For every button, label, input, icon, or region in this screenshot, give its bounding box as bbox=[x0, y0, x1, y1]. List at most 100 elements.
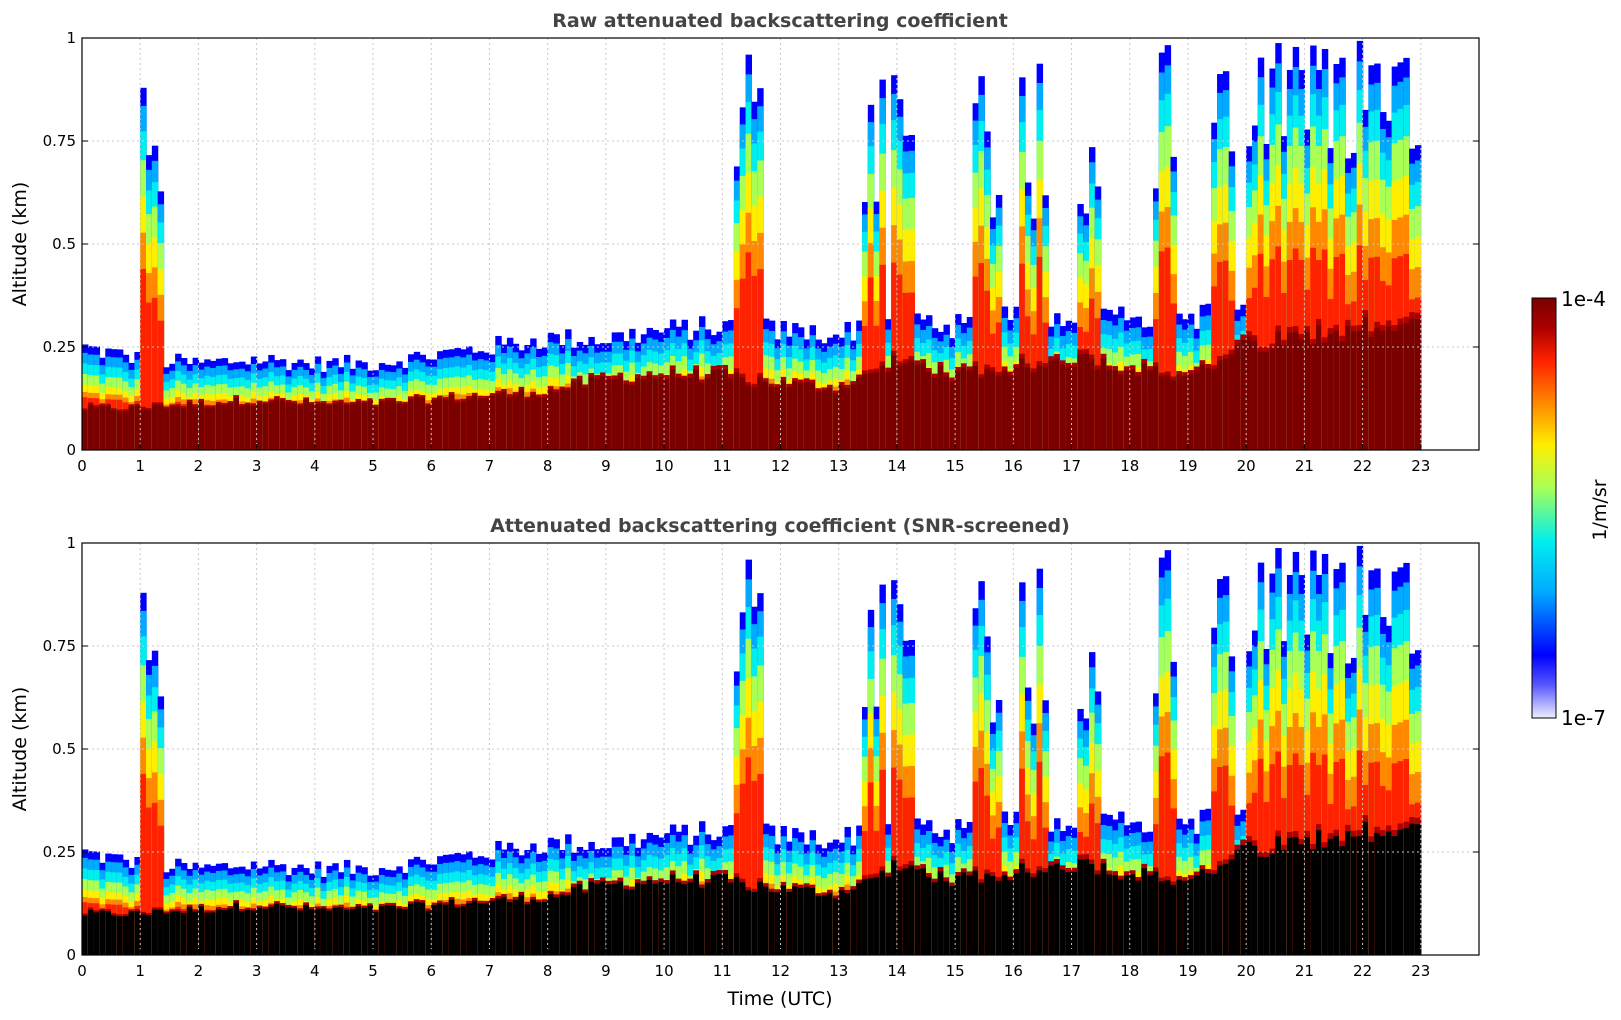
heatmap-cell bbox=[262, 908, 269, 955]
heatmap-cell bbox=[338, 907, 345, 955]
x-tick-labels-raw: 0 1 2 3 4 5 6 7 8 9 10 11 12 13 14 15 16 17 18 19 20 21 22 23 bbox=[77, 444, 1430, 475]
heatmap-cell bbox=[547, 894, 555, 955]
heatmap-cell bbox=[594, 883, 601, 955]
heatmap-cell bbox=[1263, 856, 1271, 955]
heatmap-cell bbox=[955, 370, 962, 450]
x-tick-label: 10 bbox=[655, 457, 674, 475]
x-tick-label: 22 bbox=[1353, 962, 1372, 980]
x-tick-label: 10 bbox=[655, 962, 674, 980]
heatmap-cell bbox=[1071, 871, 1078, 955]
heatmap-cell bbox=[1019, 863, 1026, 955]
heatmap-cell bbox=[1059, 364, 1067, 450]
heatmap-cell bbox=[390, 400, 397, 450]
heatmap-cell bbox=[1397, 829, 1404, 955]
heatmap-cell bbox=[751, 275, 758, 450]
heatmap-cell bbox=[1141, 363, 1148, 450]
heatmap-cell bbox=[157, 909, 165, 955]
heatmap-cell bbox=[1263, 351, 1271, 450]
heatmap-cell bbox=[1135, 375, 1142, 450]
heatmap-cell bbox=[204, 912, 211, 955]
heatmap-cell bbox=[1147, 370, 1154, 450]
heatmap-cell bbox=[1007, 880, 1014, 955]
heatmap-cell bbox=[1077, 859, 1084, 955]
heatmap-cell bbox=[1298, 339, 1305, 450]
heatmap-cell bbox=[1414, 319, 1422, 450]
heatmap-cell bbox=[285, 402, 293, 450]
heatmap-cell bbox=[349, 909, 357, 955]
heatmap-cell bbox=[198, 401, 205, 450]
heatmap-cell bbox=[646, 375, 654, 450]
heatmap-cell bbox=[675, 882, 683, 955]
heatmap-cell bbox=[745, 890, 752, 955]
heatmap-cell bbox=[87, 909, 95, 955]
heatmap-cell bbox=[518, 894, 525, 955]
heatmap-cell bbox=[1007, 375, 1014, 450]
heatmap-cell bbox=[442, 399, 450, 450]
heatmap-cell bbox=[163, 408, 170, 450]
heatmap-cell bbox=[192, 406, 200, 450]
heatmap-cell bbox=[873, 372, 881, 450]
heatmap-cell bbox=[681, 379, 688, 450]
heatmap-cell bbox=[1013, 873, 1020, 955]
heatmap-cell bbox=[891, 860, 898, 955]
heatmap-cell bbox=[244, 404, 252, 450]
heatmap-cell bbox=[448, 394, 456, 450]
heatmap-cell bbox=[268, 906, 275, 955]
heatmap-cell bbox=[413, 901, 421, 955]
heatmap-cell bbox=[355, 401, 362, 450]
heatmap-cell bbox=[873, 877, 881, 955]
heatmap-cell bbox=[1135, 880, 1142, 955]
y-tick-label: 0.25 bbox=[43, 843, 76, 861]
heatmap-cell bbox=[1251, 845, 1259, 955]
heatmap-cell bbox=[239, 911, 246, 955]
heatmap-cell bbox=[1193, 370, 1201, 450]
heatmap-cell bbox=[274, 398, 281, 450]
heatmap-cell bbox=[1246, 336, 1253, 450]
y-tick-label: 0.75 bbox=[43, 637, 76, 655]
x-tick-label: 18 bbox=[1120, 962, 1139, 980]
heatmap-cell bbox=[215, 404, 223, 450]
heatmap-cell bbox=[116, 411, 124, 450]
heatmap-cell bbox=[559, 389, 566, 450]
heatmap-cell bbox=[1083, 859, 1090, 955]
heatmap-cell bbox=[1409, 823, 1416, 955]
heatmap-cell bbox=[140, 408, 147, 450]
heatmap-cell bbox=[157, 404, 165, 450]
grid-raw bbox=[82, 38, 1479, 450]
heatmap-cell bbox=[151, 297, 159, 450]
x-tick-label: 3 bbox=[252, 962, 262, 980]
heatmap-cell bbox=[1164, 880, 1172, 955]
heatmap-cell bbox=[728, 377, 735, 450]
heatmap-cell bbox=[233, 902, 240, 955]
heatmap-cell bbox=[244, 909, 252, 955]
heatmap-cell bbox=[722, 369, 729, 450]
heatmap-cell bbox=[1298, 844, 1305, 955]
heatmap-cell bbox=[1205, 368, 1212, 450]
heatmap-cell bbox=[966, 370, 974, 450]
heatmap-cell bbox=[437, 398, 444, 450]
heatmap-cell bbox=[541, 396, 549, 450]
heatmap-cell bbox=[1164, 752, 1172, 955]
heatmap-cell bbox=[699, 887, 706, 955]
y-tick-label: 0 bbox=[66, 946, 76, 964]
heatmap-cell bbox=[1403, 828, 1410, 955]
heatmap-cell bbox=[640, 379, 648, 450]
heatmap-cell bbox=[879, 870, 886, 955]
heatmap-cell bbox=[728, 882, 735, 955]
heatmap-cell bbox=[693, 874, 700, 955]
heatmap-cell bbox=[1275, 331, 1282, 450]
x-tick-label: 14 bbox=[887, 962, 906, 980]
heatmap-cell bbox=[1304, 836, 1311, 955]
heatmap-cell bbox=[180, 913, 188, 955]
x-tick-label: 5 bbox=[368, 962, 378, 980]
heatmap-cell bbox=[210, 407, 217, 450]
heatmap-cell bbox=[861, 879, 869, 955]
x-tick-label: 17 bbox=[1062, 457, 1081, 475]
heatmap-cell bbox=[483, 903, 491, 955]
heatmap-cell bbox=[995, 375, 1003, 450]
heatmap-cell bbox=[1123, 875, 1131, 955]
heatmap-cell bbox=[1089, 359, 1096, 450]
heatmap-cell bbox=[169, 406, 176, 450]
x-tick-label: 20 bbox=[1237, 962, 1256, 980]
heatmap-cell bbox=[384, 905, 392, 955]
